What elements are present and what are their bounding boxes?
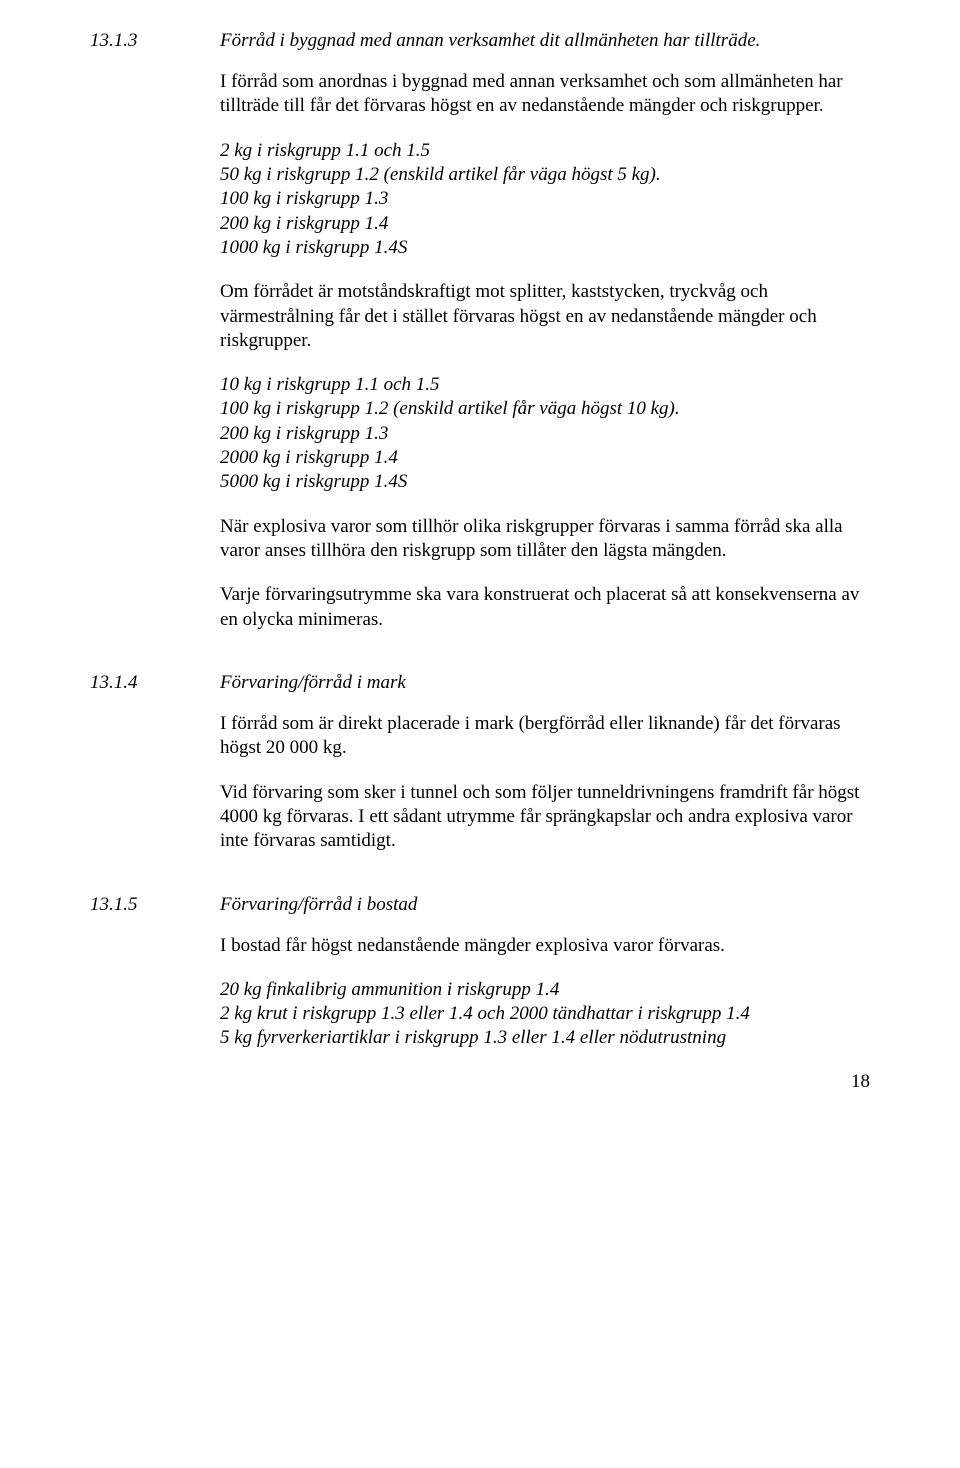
section-title: Förvaring/förråd i bostad bbox=[220, 894, 417, 916]
page-number: 18 bbox=[90, 1071, 870, 1093]
paragraph: Vid förvaring som sker i tunnel och som … bbox=[220, 781, 870, 854]
list-item: 50 kg i riskgrupp 1.2 (enskild artikel f… bbox=[220, 163, 870, 187]
section-heading-row: 13.1.5 Förvaring/förråd i bostad bbox=[90, 894, 870, 916]
list-item: 200 kg i riskgrupp 1.4 bbox=[220, 212, 870, 236]
section-number: 13.1.5 bbox=[90, 894, 220, 916]
document-page: 13.1.3 Förråd i byggnad med annan verksa… bbox=[0, 0, 960, 1123]
paragraph: I förråd som är direkt placerade i mark … bbox=[220, 712, 870, 761]
section-number: 13.1.4 bbox=[90, 672, 220, 694]
list-item: 5000 kg i riskgrupp 1.4S bbox=[220, 470, 870, 494]
list-item: 2000 kg i riskgrupp 1.4 bbox=[220, 446, 870, 470]
list-item: 100 kg i riskgrupp 1.2 (enskild artikel … bbox=[220, 397, 870, 421]
paragraph: I förråd som anordnas i byggnad med anna… bbox=[220, 70, 870, 119]
section-title: Förvaring/förråd i mark bbox=[220, 672, 406, 694]
paragraph: Varje förvaringsutrymme ska vara konstru… bbox=[220, 583, 870, 632]
list-item: 2 kg krut i riskgrupp 1.3 eller 1.4 och … bbox=[220, 1002, 870, 1026]
section-heading-row: 13.1.3 Förråd i byggnad med annan verksa… bbox=[90, 30, 870, 52]
italic-list: 2 kg i riskgrupp 1.1 och 1.5 50 kg i ris… bbox=[220, 139, 870, 261]
list-item: 100 kg i riskgrupp 1.3 bbox=[220, 187, 870, 211]
section-title: Förråd i byggnad med annan verksamhet di… bbox=[220, 30, 760, 52]
italic-list: 10 kg i riskgrupp 1.1 och 1.5 100 kg i r… bbox=[220, 373, 870, 495]
list-item: 200 kg i riskgrupp 1.3 bbox=[220, 422, 870, 446]
paragraph: Om förrådet är motståndskraftigt mot spl… bbox=[220, 280, 870, 353]
paragraph: I bostad får högst nedanstående mängder … bbox=[220, 934, 870, 958]
paragraph: När explosiva varor som tillhör olika ri… bbox=[220, 515, 870, 564]
list-item: 20 kg finkalibrig ammunition i riskgrupp… bbox=[220, 978, 870, 1002]
section-number: 13.1.3 bbox=[90, 30, 220, 52]
list-item: 1000 kg i riskgrupp 1.4S bbox=[220, 236, 870, 260]
list-item: 5 kg fyrverkeriartiklar i riskgrupp 1.3 … bbox=[220, 1026, 870, 1050]
italic-list: 20 kg finkalibrig ammunition i riskgrupp… bbox=[220, 978, 870, 1051]
section-heading-row: 13.1.4 Förvaring/förråd i mark bbox=[90, 672, 870, 694]
list-item: 10 kg i riskgrupp 1.1 och 1.5 bbox=[220, 373, 870, 397]
list-item: 2 kg i riskgrupp 1.1 och 1.5 bbox=[220, 139, 870, 163]
